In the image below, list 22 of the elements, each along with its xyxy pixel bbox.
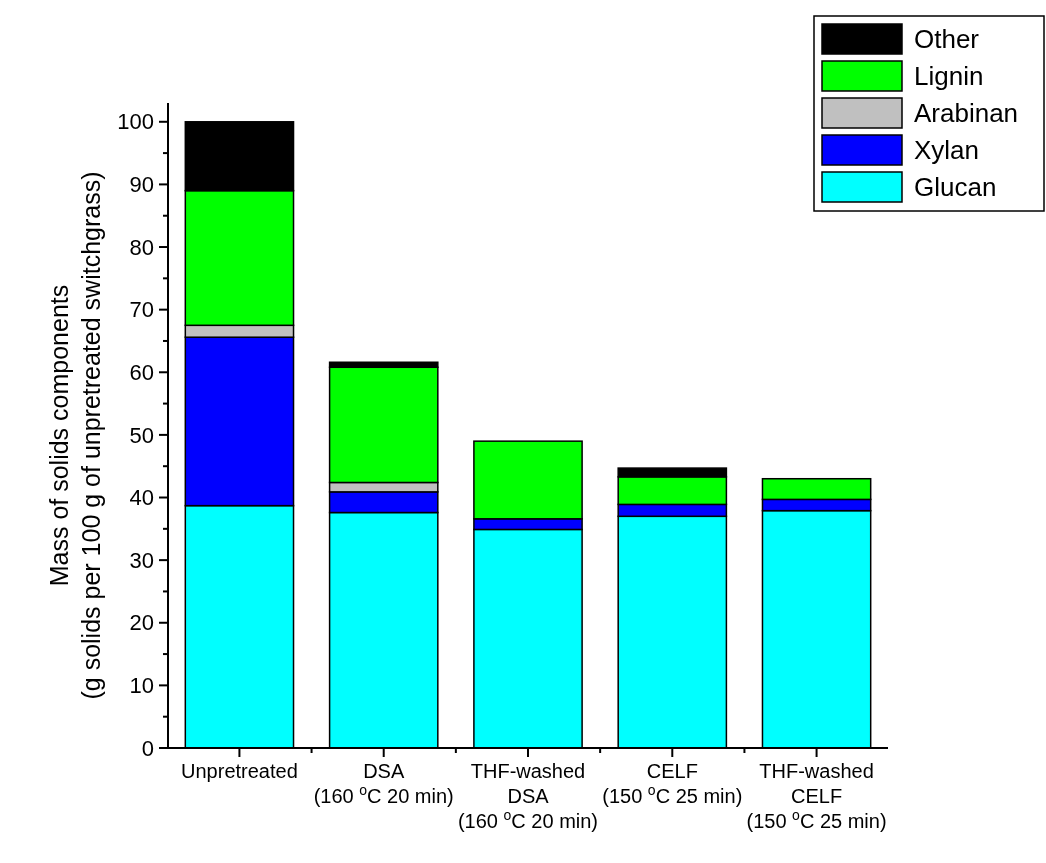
x-tick-label: CELF (150 $^{o}$C 25 min) bbox=[602, 760, 743, 807]
y-tick-label: 70 bbox=[129, 297, 154, 323]
y-tick-label: 20 bbox=[129, 610, 154, 636]
y-tick-label: 30 bbox=[129, 547, 154, 573]
y-tick-label: 80 bbox=[129, 234, 154, 260]
legend-label: Xylan bbox=[914, 135, 980, 166]
y-tick-label: 0 bbox=[141, 735, 154, 761]
y-tick-label: 90 bbox=[129, 172, 154, 198]
x-tick-label: THF-washed CELF (150 $^{o}$C 25 min) bbox=[746, 760, 887, 832]
legend-label: Other bbox=[914, 24, 980, 55]
x-tick-label: DSA (160 $^{o}$C 20 min) bbox=[313, 760, 454, 807]
legend-label: Glucan bbox=[914, 172, 997, 203]
y-tick-label: 60 bbox=[129, 359, 154, 385]
legend-label: Arabinan bbox=[914, 98, 1019, 129]
x-tick-label: THF-washed DSA (160 $^{o}$C 20 min) bbox=[457, 760, 599, 832]
y-axis-title: Mass of solids components (g solids per 100 g of unpretreated switchgrass) bbox=[45, 171, 105, 700]
y-tick-label: 10 bbox=[129, 673, 154, 699]
y-tick-label: 100 bbox=[117, 109, 154, 135]
x-tick-label: Unpretreated bbox=[181, 760, 298, 782]
legend-label: Lignin bbox=[914, 61, 984, 92]
y-tick-label: 40 bbox=[129, 485, 154, 511]
y-tick-label: 50 bbox=[129, 422, 154, 448]
